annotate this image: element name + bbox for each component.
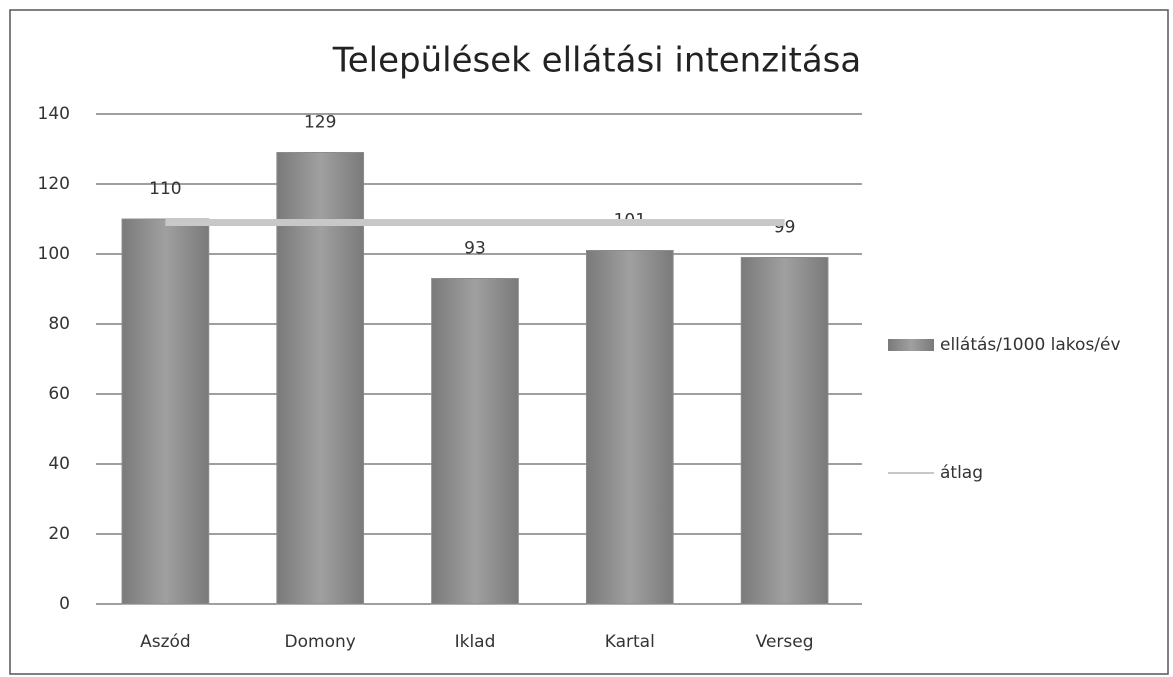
y-tick-label: 60	[48, 384, 70, 404]
bar	[740, 257, 829, 605]
y-tick-label: 100	[38, 244, 70, 264]
x-tick-label: Kartal	[605, 632, 655, 652]
x-tick-label: Aszód	[140, 632, 191, 652]
chart-title: Települések ellátási intenzitása	[332, 41, 861, 81]
legend-swatch	[888, 339, 934, 351]
legend-label: ellátás/1000 lakos/év	[940, 335, 1121, 355]
data-label: 93	[464, 239, 486, 259]
x-tick-label: Verseg	[756, 632, 814, 652]
y-tick-label: 20	[48, 524, 70, 544]
y-tick-label: 40	[48, 454, 70, 474]
bar	[431, 278, 519, 605]
y-tick-label: 120	[38, 174, 70, 194]
x-tick-label: Iklad	[455, 632, 496, 652]
chart-frame	[9, 9, 1169, 675]
y-tick-label: 140	[38, 104, 70, 124]
data-label: 110	[149, 179, 181, 199]
y-tick-label: 80	[48, 314, 70, 334]
y-tick-label: 0	[59, 594, 70, 614]
bar	[585, 250, 674, 605]
data-label: 129	[304, 113, 336, 133]
legend-label: átlag	[940, 463, 983, 483]
x-tick-label: Domony	[285, 632, 356, 652]
bar	[276, 152, 365, 605]
bar	[121, 218, 210, 605]
